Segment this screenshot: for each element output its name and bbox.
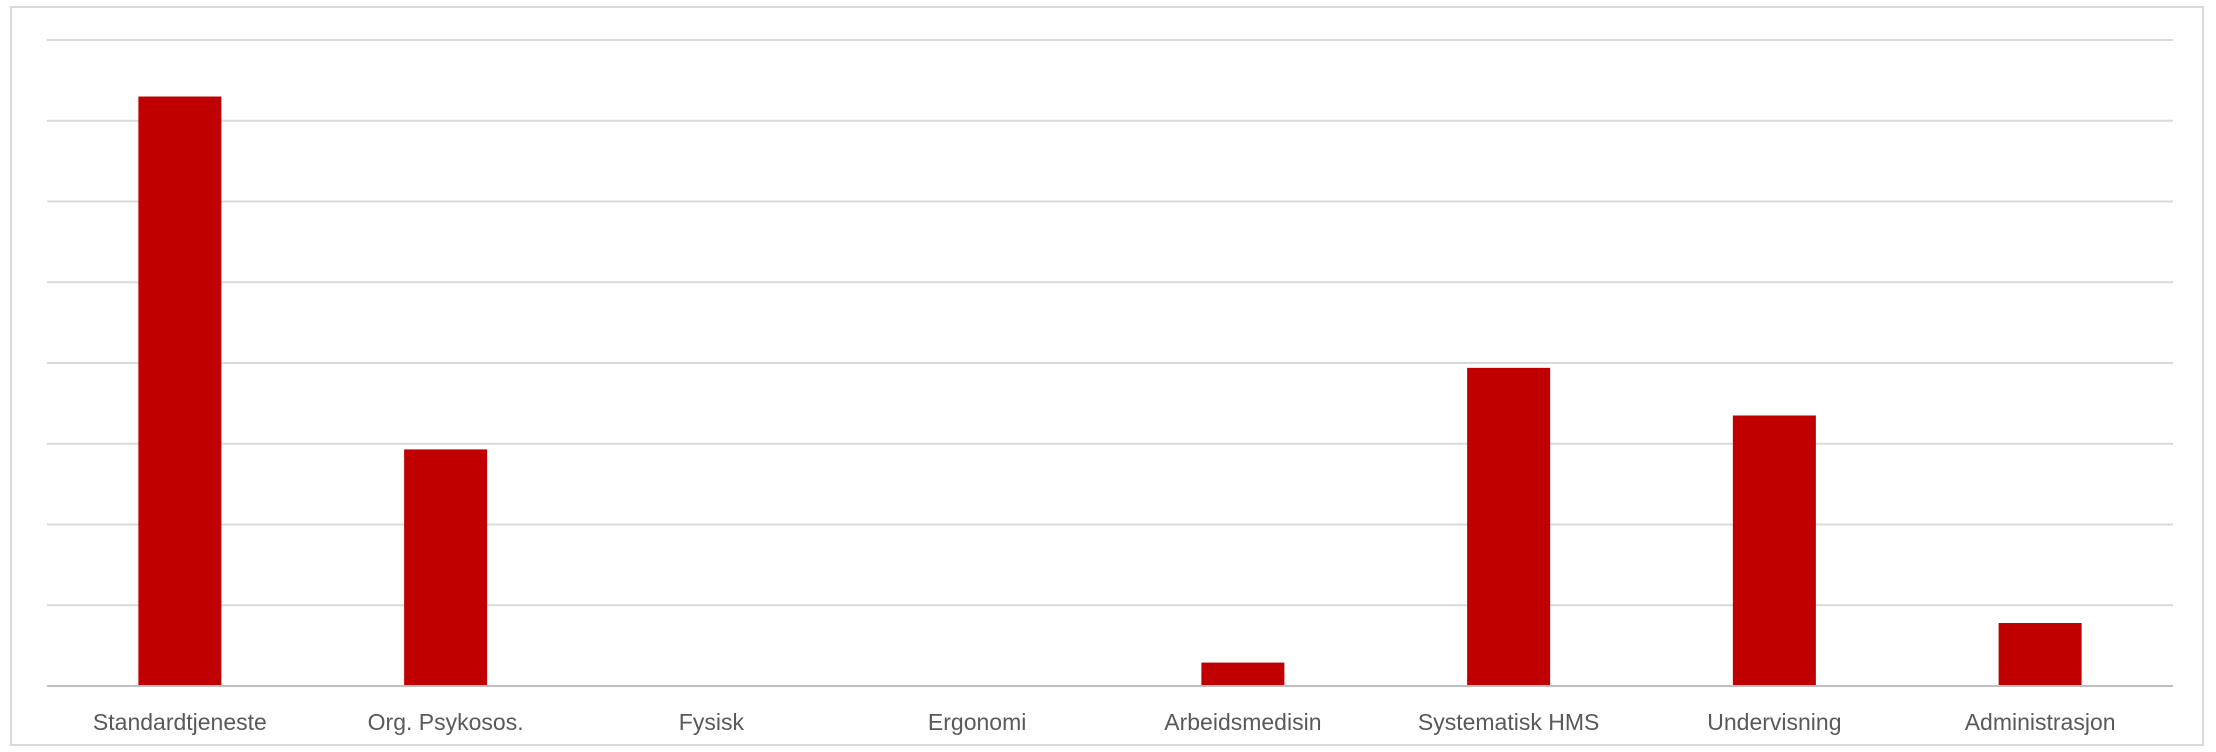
x-tick-label: Undervisning: [1707, 709, 1841, 735]
x-tick-label: Org. Psykosos.: [368, 709, 524, 735]
gridlines: [47, 39, 2173, 607]
bar-administrasjon: [1998, 623, 2082, 686]
x-tick-label: Administrasjon: [1965, 709, 2116, 735]
x-tick-label: Ergonomi: [928, 709, 1026, 735]
x-tick-label: Systematisk HMS: [1418, 709, 1599, 735]
chart-frame: [10, 6, 2204, 746]
bar-systematisk-hms: [1467, 367, 1551, 686]
bar-org-psykosos: [404, 449, 488, 686]
x-tick-labels: Standardtjeneste Org. Psykosos. Fysisk Ergo…: [93, 709, 2116, 735]
bar-undervisning: [1732, 415, 1816, 686]
bar-standardtjeneste: [138, 96, 222, 686]
x-tick-label: Standardtjeneste: [93, 709, 267, 735]
bar-arbeidsmedisin: [1201, 662, 1285, 686]
x-tick-label: Fysisk: [679, 709, 745, 735]
bars: [138, 96, 2082, 686]
x-tick-label: Arbeidsmedisin: [1164, 709, 1321, 735]
